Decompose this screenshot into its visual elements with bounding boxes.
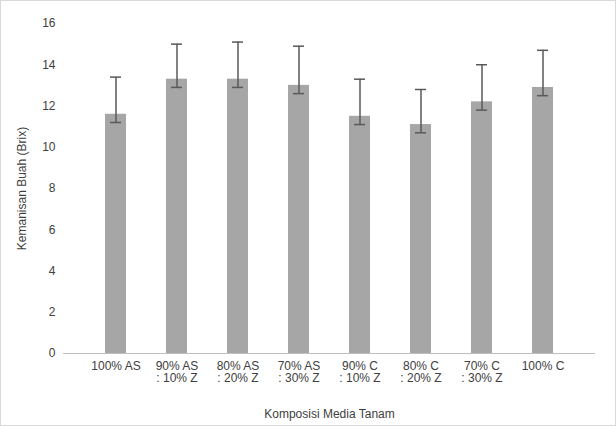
svg-text:8: 8 xyxy=(49,181,56,195)
svg-text:12: 12 xyxy=(42,99,56,113)
svg-text:4: 4 xyxy=(49,264,56,278)
svg-text:90% C: 10% Z: 90% C: 10% Z xyxy=(339,359,380,385)
svg-text:14: 14 xyxy=(42,58,56,72)
svg-text:16: 16 xyxy=(42,16,56,30)
svg-text:90% AS: 10% Z: 90% AS: 10% Z xyxy=(156,359,199,385)
svg-text:6: 6 xyxy=(49,223,56,237)
svg-text:10: 10 xyxy=(42,140,56,154)
svg-text:80% C: 20% Z: 80% C: 20% Z xyxy=(400,359,441,385)
svg-text:70% C: 30% Z: 70% C: 30% Z xyxy=(461,359,502,385)
svg-text:100% C: 100% C xyxy=(522,359,565,373)
svg-text:Kemanisan Buah (Brix): Kemanisan Buah (Brix) xyxy=(15,127,29,250)
svg-text:100% AS: 100% AS xyxy=(91,359,140,373)
svg-text:Komposisi Media Tanam: Komposisi Media Tanam xyxy=(264,407,395,421)
svg-text:2: 2 xyxy=(49,305,56,319)
svg-text:0: 0 xyxy=(49,346,56,360)
svg-text:80% AS: 20% Z: 80% AS: 20% Z xyxy=(217,359,260,385)
svg-text:70% AS: 30% Z: 70% AS: 30% Z xyxy=(278,359,321,385)
